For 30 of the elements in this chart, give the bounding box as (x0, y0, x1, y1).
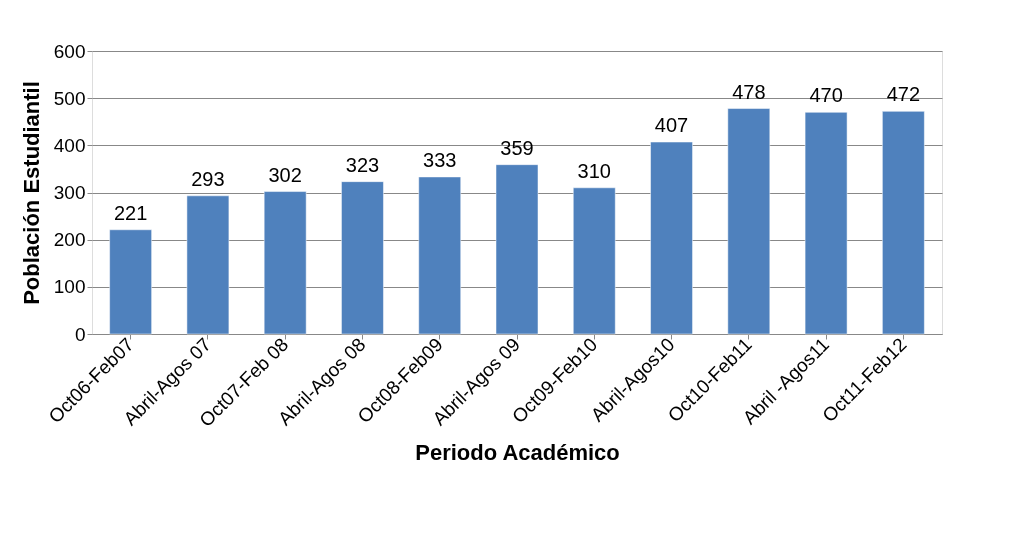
data-label: 323 (345, 153, 380, 176)
data-label: 333 (423, 148, 457, 171)
bar (495, 164, 539, 335)
y-tick-label: 200 (53, 229, 86, 251)
data-label: 407 (654, 114, 689, 137)
bar (727, 108, 771, 335)
bar (109, 229, 152, 335)
data-label: 293 (191, 167, 225, 190)
y-tick-label: 500 (53, 87, 86, 109)
bar (418, 176, 461, 335)
y-tick-label: 100 (53, 276, 86, 298)
bar (882, 111, 925, 335)
bar (186, 195, 230, 335)
data-label: 302 (268, 163, 302, 186)
data-label: 221 (113, 201, 148, 224)
y-tick-label: 600 (53, 40, 86, 62)
bar (263, 191, 307, 335)
data-label: 310 (577, 159, 611, 182)
data-label: 359 (500, 136, 534, 159)
y-tick-label: 300 (53, 182, 86, 203)
bar (341, 181, 384, 335)
bar (650, 141, 693, 335)
x-axis-title: Periodo Académico (415, 439, 620, 465)
bar (804, 112, 848, 335)
data-label: 472 (886, 83, 921, 106)
data-label: 478 (732, 80, 766, 103)
bar (573, 187, 616, 335)
data-label: 470 (809, 84, 843, 107)
y-axis-title: Población Estudiantil (18, 81, 44, 305)
y-tick-label: 400 (53, 134, 86, 156)
